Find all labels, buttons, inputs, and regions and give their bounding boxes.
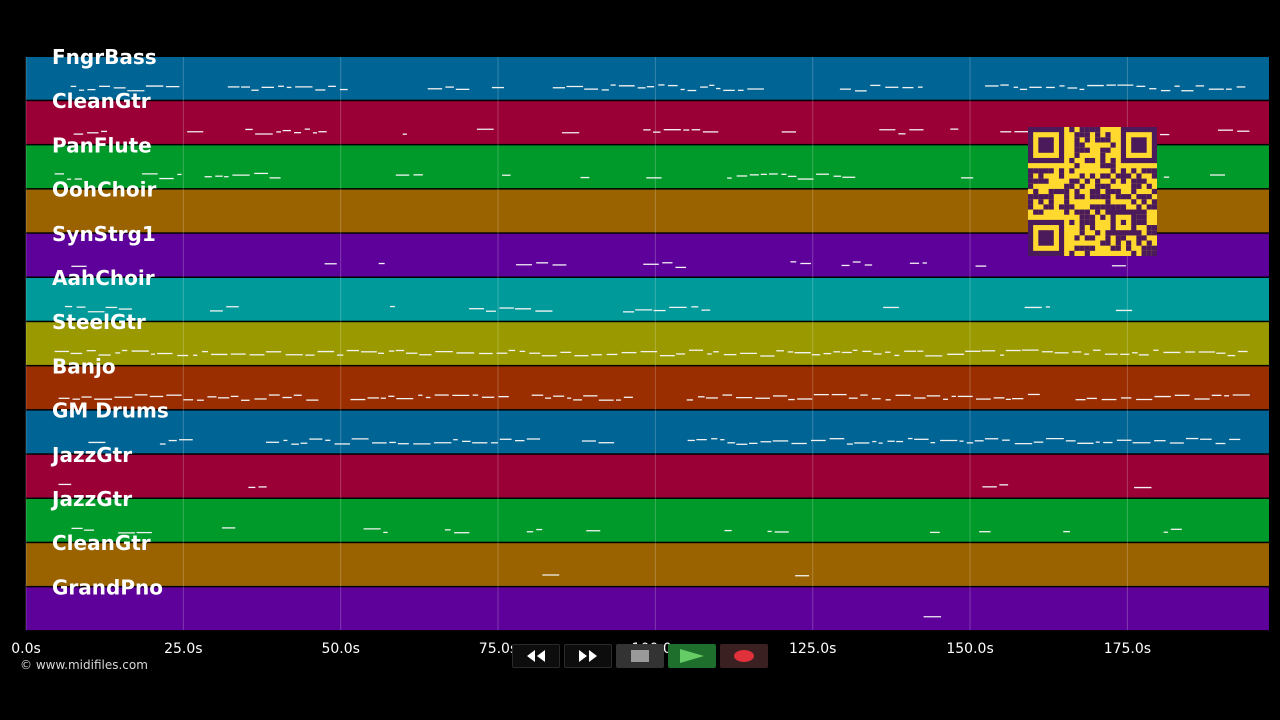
fast-forward-icon <box>579 650 597 662</box>
track-label: CleanGtr <box>52 531 151 555</box>
track-notes <box>73 128 1250 136</box>
track-notes <box>542 574 810 577</box>
track-lane <box>26 322 1269 365</box>
transport-controls <box>512 644 768 668</box>
track-label: CleanGtr <box>52 89 151 113</box>
track-notes <box>58 483 1152 489</box>
time-tick-label: 50.0s <box>321 641 359 657</box>
record-icon <box>734 650 754 662</box>
time-tick-label: 25.0s <box>164 641 202 657</box>
stop-button[interactable] <box>616 644 664 668</box>
track-lane <box>26 366 1269 410</box>
track-label: Banjo <box>52 354 116 378</box>
track-notes <box>54 172 1225 180</box>
time-tick-label: 175.0s <box>1104 641 1151 657</box>
track-notes <box>71 527 1182 534</box>
track-lane <box>26 543 1269 586</box>
play-icon <box>680 649 704 663</box>
track-label: OohChoir <box>52 178 156 202</box>
play-button[interactable] <box>668 644 716 668</box>
time-tick-label: 75.0s <box>479 641 517 657</box>
track-label: FngrBass <box>52 45 157 69</box>
copyright-text: © www.midifiles.com <box>20 658 148 672</box>
track-lane <box>26 587 1269 631</box>
track-notes <box>58 393 1250 401</box>
track-notes <box>70 84 1246 92</box>
track-label: SynStrg1 <box>52 222 156 246</box>
record-button[interactable] <box>720 644 768 668</box>
track-lane <box>26 57 1269 100</box>
track-lane <box>26 499 1269 542</box>
track-label: JazzGtr <box>50 487 132 511</box>
track-label: AahChoir <box>52 266 155 290</box>
time-tick-label: 0.0s <box>11 641 41 657</box>
time-tick-label: 125.0s <box>789 641 836 657</box>
rewind-button[interactable] <box>512 644 560 668</box>
track-lane <box>26 278 1269 321</box>
track-notes <box>54 349 1248 357</box>
track-lane <box>26 410 1269 454</box>
fast-forward-button[interactable] <box>564 644 612 668</box>
rewind-icon <box>527 650 545 662</box>
track-notes <box>71 261 1126 269</box>
track-notes <box>64 305 1133 313</box>
track-label: SteelGtr <box>52 310 146 334</box>
time-tick-label: 150.0s <box>946 641 993 657</box>
qr-code <box>1028 127 1157 256</box>
track-label: GrandPno <box>52 575 163 599</box>
track-notes <box>88 437 1241 445</box>
track-label: JazzGtr <box>50 443 132 467</box>
track-label: PanFlute <box>52 133 152 157</box>
track-lane <box>26 454 1269 498</box>
stop-icon <box>631 650 649 662</box>
track-label: GM Drums <box>52 399 169 423</box>
